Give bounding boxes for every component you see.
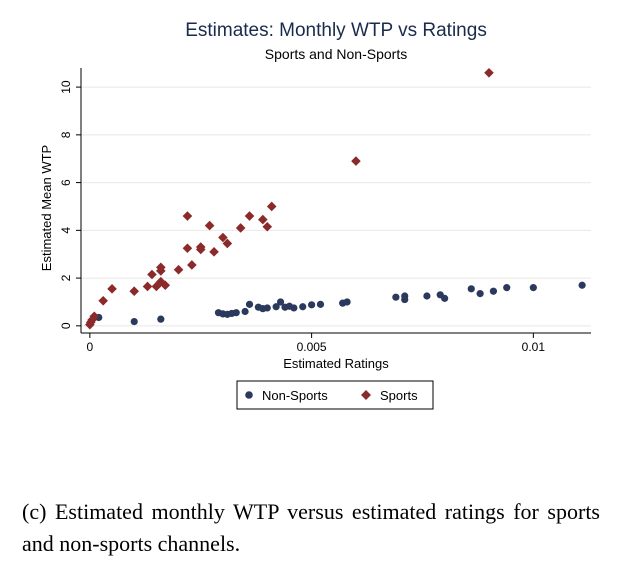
gridlines bbox=[81, 86, 591, 327]
sports-point bbox=[258, 214, 268, 225]
legend-non-sports-label: Non-Sports bbox=[262, 388, 328, 403]
sports-point bbox=[182, 211, 193, 221]
scatter-chart: Estimates: Monthly WTP vs Ratings Sports… bbox=[39, 20, 591, 410]
non-sports-point bbox=[290, 304, 298, 312]
non-sports-point bbox=[316, 300, 325, 308]
figure-caption: (c) Estimated monthly WTP versus estimat… bbox=[22, 499, 600, 556]
non-sports-point bbox=[392, 293, 400, 301]
non-sports-point bbox=[276, 298, 285, 306]
legend-sports-marker bbox=[361, 390, 371, 400]
non-sports-point bbox=[241, 307, 249, 316]
x-tick-label: 0.01 bbox=[522, 340, 546, 354]
sports-point bbox=[98, 295, 108, 306]
x-axis-ticks: 0 0.005 0.01 bbox=[87, 333, 546, 354]
sports-point bbox=[156, 262, 166, 273]
non-sports-point bbox=[130, 317, 138, 326]
sports-point bbox=[222, 238, 233, 249]
non-sports-point bbox=[489, 287, 498, 295]
sports-point bbox=[266, 201, 277, 212]
sports-point bbox=[107, 284, 117, 294]
non-sports-point bbox=[308, 301, 316, 309]
data-points bbox=[85, 67, 586, 330]
chart-subtitle: Sports and Non-Sports bbox=[265, 46, 407, 62]
non-sports-point bbox=[245, 300, 254, 308]
x-tick-label: 0.005 bbox=[297, 340, 327, 354]
y-tick-label: 2 bbox=[59, 274, 73, 281]
y-tick-label: 6 bbox=[59, 179, 73, 186]
non-sports-point bbox=[423, 292, 431, 300]
sports-point bbox=[147, 269, 157, 280]
y-tick-label: 4 bbox=[59, 227, 73, 234]
sports-point bbox=[187, 260, 197, 270]
non-sports-point bbox=[299, 303, 307, 311]
sports-point bbox=[182, 243, 193, 254]
non-sports-point bbox=[232, 309, 240, 317]
non-sports-point bbox=[401, 295, 409, 304]
non-sports-point bbox=[476, 290, 484, 298]
sports-point bbox=[209, 247, 219, 257]
sports-point bbox=[235, 223, 246, 233]
x-axis-label: Estimated Ratings bbox=[283, 356, 389, 371]
y-tick-label: 8 bbox=[59, 131, 73, 138]
y-tick-label: 10 bbox=[59, 80, 73, 94]
legend: Non-Sports Sports bbox=[236, 380, 434, 410]
non-sports-point bbox=[529, 284, 537, 292]
y-axis-ticks: 0 2 4 6 8 10 bbox=[59, 80, 81, 329]
sports-point bbox=[151, 281, 162, 292]
sports-point bbox=[484, 67, 494, 78]
y-axis-label: Estimated Mean WTP bbox=[39, 145, 54, 271]
sports-point bbox=[218, 232, 228, 243]
sports-point bbox=[89, 311, 100, 322]
non-sports-point bbox=[272, 303, 280, 311]
sports-point bbox=[351, 156, 361, 166]
non-sports-point bbox=[467, 285, 475, 293]
non-sports-point bbox=[578, 281, 586, 289]
sports-point bbox=[129, 286, 140, 297]
non-sports-point bbox=[343, 298, 351, 306]
sports-point bbox=[173, 264, 184, 275]
legend-non-sports-marker bbox=[245, 391, 253, 399]
non-sports-point bbox=[441, 294, 449, 302]
sports-point bbox=[262, 221, 273, 232]
sports-point bbox=[195, 242, 206, 252]
y-tick-label: 0 bbox=[59, 322, 73, 329]
legend-box bbox=[236, 380, 434, 410]
non-sports-point bbox=[157, 315, 165, 323]
axes bbox=[80, 68, 591, 334]
legend-sports-label: Sports bbox=[380, 388, 418, 403]
non-sports-point bbox=[503, 284, 511, 292]
x-tick-label: 0 bbox=[87, 340, 94, 354]
non-sports-point bbox=[263, 304, 271, 312]
sports-point bbox=[142, 281, 153, 292]
sports-point bbox=[244, 211, 255, 221]
sports-point bbox=[204, 220, 215, 231]
sports-point bbox=[156, 276, 166, 287]
chart-title: Estimates: Monthly WTP vs Ratings bbox=[185, 20, 487, 41]
sports-point bbox=[160, 280, 171, 291]
